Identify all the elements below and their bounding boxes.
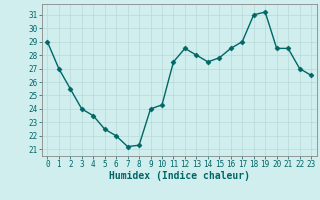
X-axis label: Humidex (Indice chaleur): Humidex (Indice chaleur) [109, 171, 250, 181]
